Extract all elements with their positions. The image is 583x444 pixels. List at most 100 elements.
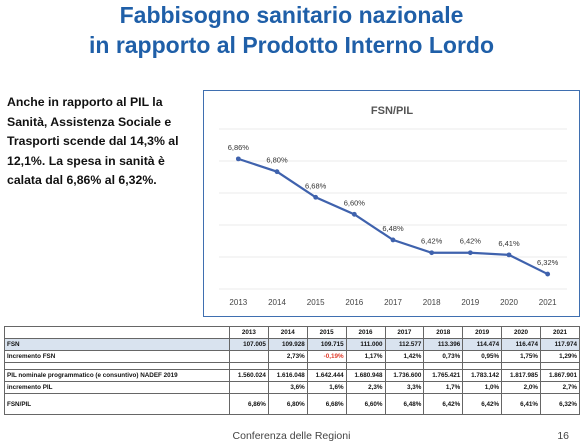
- table-cell: 1.642.444: [306, 369, 347, 382]
- table-cell: 1.817.985: [501, 369, 541, 382]
- table-row-label: FSN/PIL: [4, 393, 230, 415]
- table-cell: 2,3%: [345, 381, 386, 394]
- data-point: [506, 252, 512, 258]
- table-header-year: 2013: [229, 326, 269, 339]
- table-header-year: 2015: [306, 326, 347, 339]
- table-cell: 1.867.901: [540, 369, 580, 382]
- table-cell: 1,0%: [462, 381, 503, 394]
- table-header-year: 2018: [423, 326, 464, 339]
- table-cell: 111.000: [345, 338, 386, 351]
- x-tick-label: 2015: [307, 298, 325, 307]
- table-spacer-cell: [384, 362, 425, 370]
- footer-text: Conferenza delle Regioni: [232, 430, 351, 442]
- table-spacer-cell: [267, 362, 308, 370]
- table-row-label: Incremento FSN: [4, 350, 230, 363]
- table-cell: 0,95%: [462, 350, 503, 363]
- table-cell: 1.736.600: [384, 369, 425, 382]
- data-label: 6,41%: [498, 239, 520, 248]
- chart-container: FSN/PIL 6,86% 6,80% 6,68% 6,60% 6,48% 6,42% 6,…: [203, 90, 580, 317]
- x-tick-label: 2018: [423, 298, 441, 307]
- table-cell: 6,48%: [384, 393, 425, 415]
- data-labels: 6,86% 6,80% 6,68% 6,60% 6,48% 6,42% 6,42% 6,41%…: [228, 143, 559, 267]
- table-row: FSN/PIL 6,86% 6,80% 6,68% 6,60% 6,48% 6,42% 6,4…: [4, 393, 580, 415]
- x-tick-label: 2016: [345, 298, 363, 307]
- table-cell: 3,6%: [267, 381, 308, 394]
- data-point: [351, 211, 357, 217]
- table-cell: 1,7%: [423, 381, 464, 394]
- x-tick-labels: 2013 2014 2015 2016 2017 2018 2019 2020 2021: [229, 298, 557, 307]
- table-cell: 1,75%: [501, 350, 541, 363]
- data-point: [274, 169, 280, 175]
- table-cell: 117.974: [540, 338, 580, 351]
- table-row: Incremento FSN 2,73% -0,19% 1,17% 1,42% 0,73%…: [4, 350, 580, 363]
- table-spacer-cell: [423, 362, 464, 370]
- table-cell: 109.928: [267, 338, 308, 351]
- slide-title: Fabbisogno sanitario nazionale in rappor…: [0, 0, 583, 60]
- data-points: [235, 156, 551, 277]
- data-label: 6,80%: [266, 156, 288, 165]
- table-cell: 1.783.142: [462, 369, 503, 382]
- table-cell: [229, 381, 269, 394]
- table-cell: [229, 350, 269, 363]
- table-cell: 114.474: [462, 338, 503, 351]
- table-cell: 6,68%: [306, 393, 347, 415]
- table-cell: 6,86%: [229, 393, 269, 415]
- x-tick-label: 2020: [500, 298, 518, 307]
- table-cell: 2,73%: [267, 350, 308, 363]
- x-tick-label: 2019: [461, 298, 479, 307]
- title-line-2: in rapporto al Prodotto Interno Lordo: [88, 32, 494, 58]
- data-label: 6,48%: [382, 224, 404, 233]
- table-cell: 109.715: [306, 338, 347, 351]
- table-header-year: 2017: [384, 326, 425, 339]
- data-table: 2013 2014 2015 2016 2017 2018 2019 2020 2021 FSN 1…: [4, 326, 580, 415]
- table-spacer-row: [4, 362, 580, 370]
- data-label: 6,86%: [228, 143, 250, 152]
- x-tick-label: 2014: [268, 298, 286, 307]
- table-cell: 1.560.024: [229, 369, 269, 382]
- table-cell: 6,41%: [501, 393, 541, 415]
- x-tick-label: 2021: [539, 298, 557, 307]
- table-cell: 0,73%: [423, 350, 464, 363]
- data-point: [313, 194, 319, 200]
- data-point: [235, 156, 241, 162]
- table-spacer-cell: [229, 362, 269, 370]
- table-spacer-cell: [345, 362, 386, 370]
- intro-text: Anche in rapporto al PIL la Sanità, Assi…: [7, 95, 179, 187]
- data-point: [467, 250, 473, 256]
- data-label: 6,60%: [344, 198, 366, 207]
- table-row-label: PIL nominale programmatico (e consuntivo…: [4, 369, 230, 382]
- table-cell: 3,3%: [384, 381, 425, 394]
- table-header-year: 2016: [345, 326, 386, 339]
- table-header-label: [4, 326, 230, 339]
- data-point: [545, 271, 551, 277]
- table-row-label: FSN: [4, 338, 230, 351]
- data-point: [390, 237, 396, 243]
- table-row: FSN 107.005 109.928 109.715 111.000 112.577 11…: [4, 338, 580, 351]
- table-spacer-cell: [306, 362, 347, 370]
- table-cell: 6,60%: [345, 393, 386, 415]
- table-spacer-cell: [501, 362, 541, 370]
- title-line-1: Fabbisogno sanitario nazionale: [119, 2, 464, 28]
- table-row: PIL nominale programmatico (e consuntivo…: [4, 369, 580, 382]
- data-label: 6,68%: [305, 181, 327, 190]
- table-cell: 6,42%: [462, 393, 503, 415]
- table-cell: 1,29%: [540, 350, 580, 363]
- table-header-year: 2020: [501, 326, 541, 339]
- table-cell: -0,19%: [306, 350, 347, 363]
- table-cell: 6,80%: [267, 393, 308, 415]
- table-cell: 6,42%: [423, 393, 464, 415]
- table-cell: 116.474: [501, 338, 541, 351]
- data-point: [429, 250, 435, 256]
- data-label: 6,42%: [421, 237, 443, 246]
- page-number: 16: [557, 430, 569, 442]
- table-cell: 2,7%: [540, 381, 580, 394]
- chart-title: FSN/PIL: [371, 105, 413, 117]
- table-spacer-cell: [462, 362, 503, 370]
- table-spacer-cell: [540, 362, 580, 370]
- table-cell: 6,32%: [540, 393, 580, 415]
- table-row: incremento PIL 3,6% 1,6% 2,3% 3,3% 1,7% 1,0% 2,…: [4, 381, 580, 394]
- table-cell: 112.577: [384, 338, 425, 351]
- table-cell: 1.765.421: [423, 369, 464, 382]
- table-header-year: 2019: [462, 326, 503, 339]
- table-cell: 1,6%: [306, 381, 347, 394]
